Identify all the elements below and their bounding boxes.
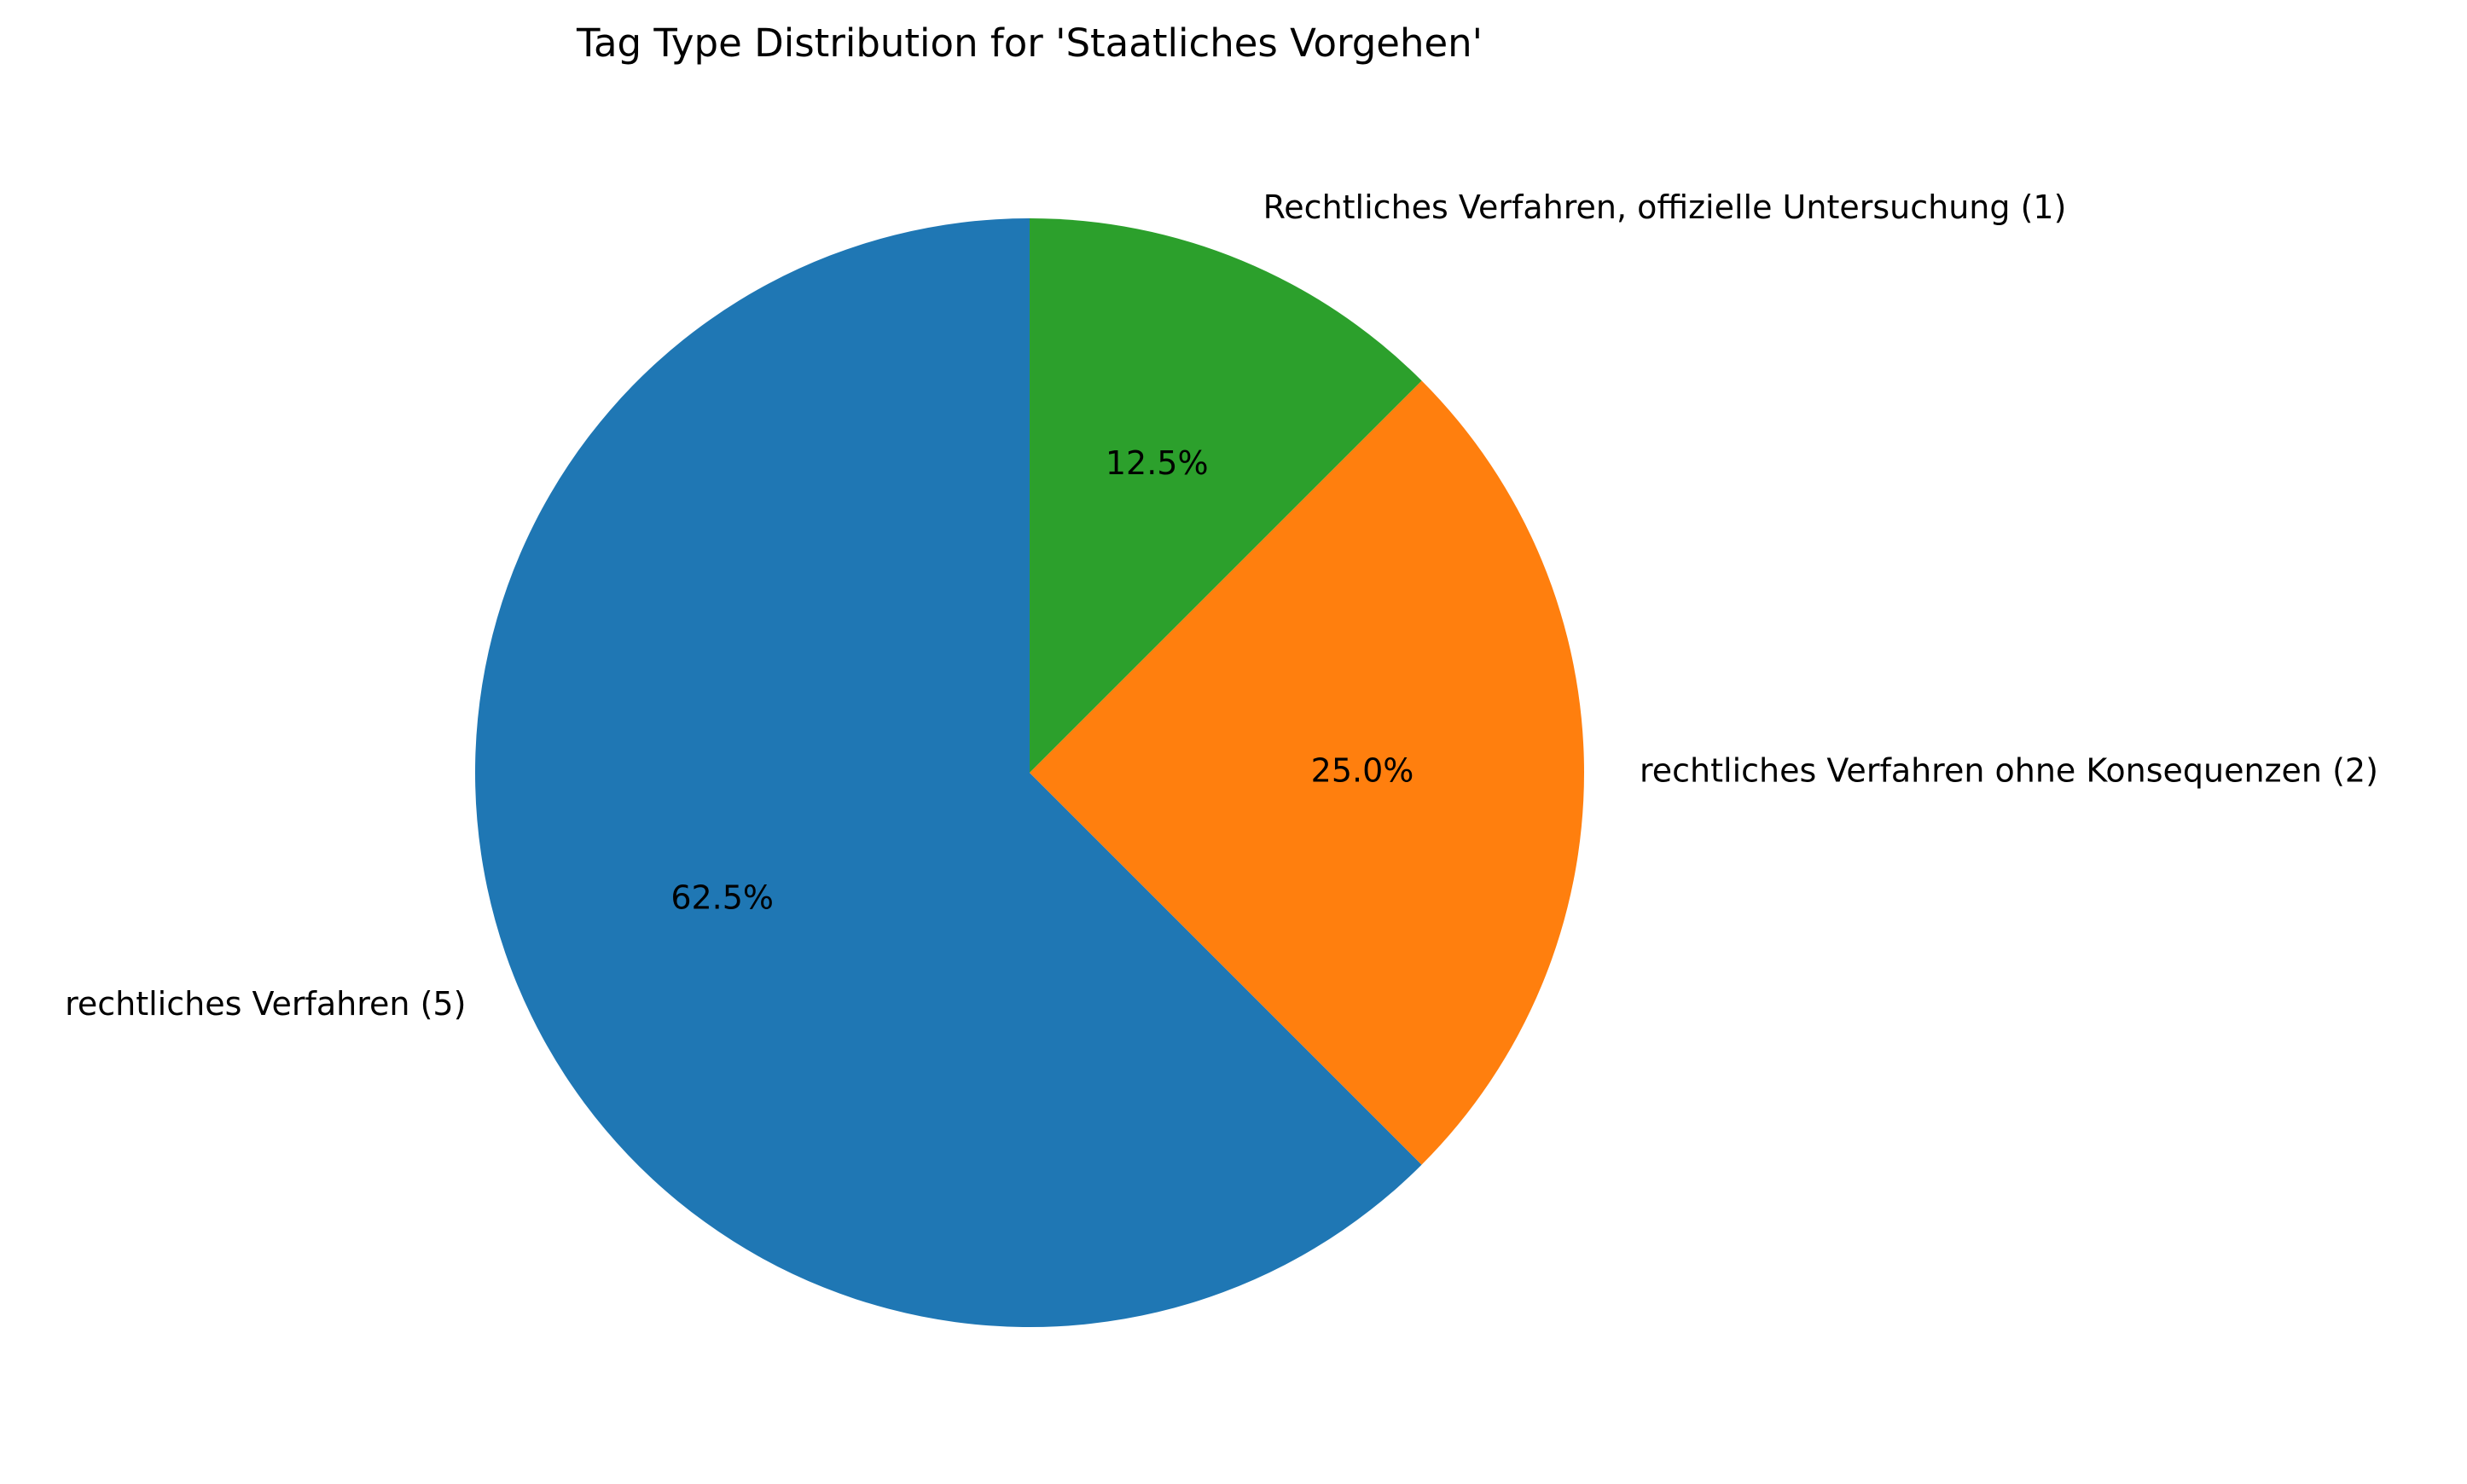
slice-label-1: rechtliches Verfahren (5)	[65, 985, 466, 1023]
pie-slice-2	[1030, 380, 1585, 1165]
slice-percent-label-3: 12.5%	[1106, 444, 1209, 482]
pie-slice-1	[474, 218, 1422, 1327]
chart-title: Tag Type Distribution for 'Staatliches V…	[576, 20, 1483, 66]
slice-label-2: rechtliches Verfahren ohne Konsequenzen …	[1640, 752, 2378, 790]
slice-percent-label-2: 25.0%	[1311, 752, 1414, 790]
pie-slice-3	[1030, 218, 1422, 773]
slice-percent-label-1: 62.5%	[670, 879, 774, 917]
pie-labels: rechtliches Verfahren (5) 62.5% rechtliche…	[65, 188, 2378, 1023]
pie-slices	[474, 218, 1585, 1327]
slice-label-3: Rechtliches Verfahren, offizielle Unters…	[1263, 188, 2067, 226]
